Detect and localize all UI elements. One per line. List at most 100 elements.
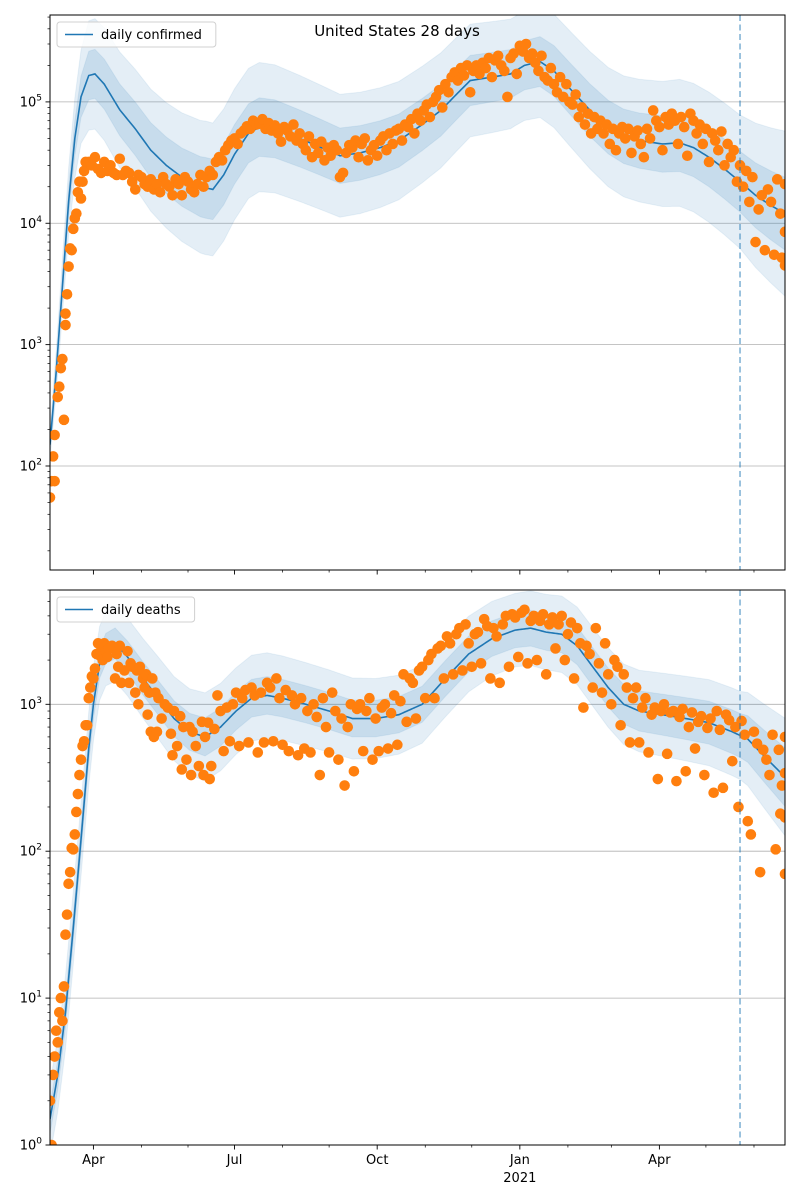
observed-point [779,260,785,271]
observed-point [71,806,82,818]
observed-point [151,178,163,190]
observed-point [60,319,71,331]
observed-point [122,645,133,657]
observed-point [658,699,670,710]
observed-point [699,769,710,781]
observed-point [218,745,229,757]
x-tick-label: Apr [648,1153,671,1168]
observed-point [188,186,200,198]
observed-point [695,710,707,722]
observed-point [50,475,60,487]
observed-point [64,866,76,878]
observed-point [50,1051,60,1062]
observed-point [294,128,305,139]
observed-point [497,619,509,630]
observed-point [286,690,298,701]
observed-point [167,189,178,201]
observed-point [57,1015,68,1027]
observed-point [151,726,163,738]
observed-point [348,765,360,777]
observed-point [379,699,391,710]
observed-point [661,748,673,760]
observed-point [619,133,631,144]
observed-point [252,747,264,758]
observed-point [530,57,541,69]
observed-point [570,89,581,100]
observed-point [75,193,87,204]
observed-point [689,743,701,754]
observed-point [621,682,633,693]
observed-point [657,144,668,156]
y-tick-label: 105 [20,93,42,110]
observed-point [370,713,381,724]
observed-point [205,760,217,772]
observed-point [492,50,504,62]
confirmed-panel: 102 103 104 105 daily confirmed [20,14,786,575]
observed-point [63,261,74,272]
observed-point [742,815,754,827]
observed-point [50,1095,56,1107]
observed-point [750,236,761,248]
observed-point [255,687,267,698]
observed-point [779,767,785,779]
observed-point [198,181,209,193]
observed-point [271,673,282,684]
y-tick-label: 103 [20,696,42,713]
observed-point [697,138,709,150]
observed-point [362,155,374,166]
axes-frame [49,14,786,571]
chart-title: United States 28 days [314,22,480,40]
observed-point [503,661,515,673]
observed-point [567,99,578,110]
observed-point [129,687,141,698]
observed-point [57,353,68,365]
observed-point [526,48,538,59]
observed-point [716,126,727,137]
observed-point [55,362,67,374]
observed-point [233,740,245,752]
observed-point [71,208,82,219]
observed-point [61,909,73,920]
outer-band [50,15,785,460]
observed-point [627,692,639,704]
observed-point [499,65,510,77]
observed-point [554,71,566,83]
observed-point [708,787,719,799]
observed-point [598,128,609,139]
observed-point [173,178,185,190]
observed-point [579,119,591,130]
observed-point [274,692,285,704]
observed-point [58,981,70,992]
observed-point [593,658,605,669]
observed-point [60,929,71,941]
observed-point [561,78,572,90]
observed-point [511,68,523,80]
observed-point [85,682,96,693]
observed-point [77,176,88,188]
observed-point [50,492,56,503]
observed-point [302,705,313,717]
observed-point [488,622,499,634]
observed-point [686,707,698,718]
observed-point [568,673,580,684]
observed-point [443,86,454,98]
observed-point [134,661,146,673]
observed-point [771,174,783,185]
legend-box [56,21,217,48]
observed-point [185,769,197,781]
observed-point [647,105,659,116]
observed-point [353,151,364,163]
observed-point [54,1007,65,1018]
observed-point [267,735,279,747]
observed-point [395,695,406,707]
observed-point [367,754,378,765]
observed-point [78,735,90,747]
observed-point [714,724,726,736]
observed-point [480,62,492,74]
observed-point [717,782,729,794]
observed-point [89,151,101,163]
observed-point [540,669,552,680]
x-tick-label: Jul [226,1153,243,1168]
observed-point [556,610,568,622]
